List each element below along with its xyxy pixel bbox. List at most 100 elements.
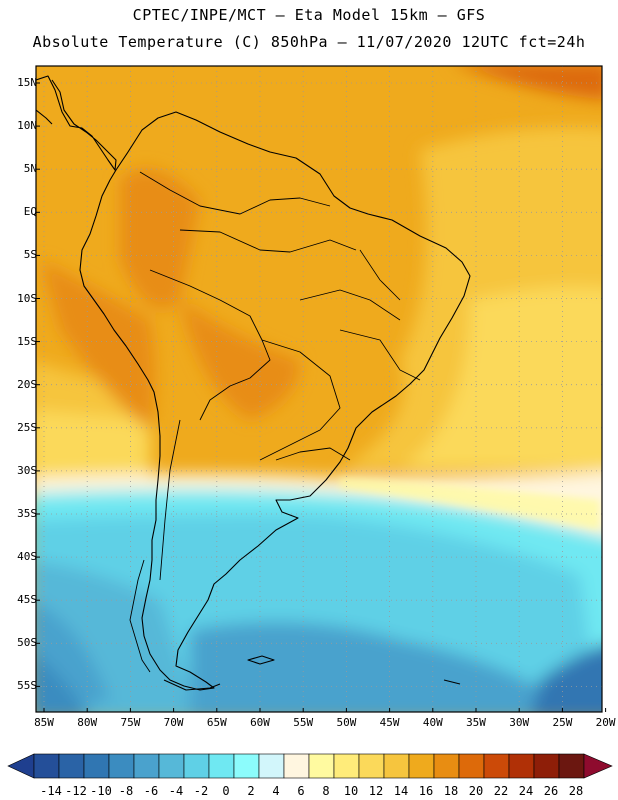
field-band-minus4 (190, 621, 560, 712)
field-band-14 (400, 286, 602, 470)
lat-label: 25S (17, 420, 37, 434)
colorbar-label: 18 (443, 784, 459, 798)
colorbar-swatch (333, 753, 360, 779)
colorbar (7, 753, 613, 779)
lon-label: 85W (34, 716, 54, 729)
colorbar-label: 14 (393, 784, 409, 798)
colorbar-label: -6 (143, 784, 159, 798)
lon-label: 40W (422, 716, 443, 729)
colorbar-label: 0 (222, 784, 230, 798)
border-uruguay (275, 447, 351, 461)
coast-falklands (247, 655, 275, 665)
colorbar-swatch (233, 753, 260, 779)
colorbar-swatch (58, 753, 85, 779)
lat-label: 5N (23, 162, 37, 176)
map-frame (35, 65, 603, 713)
lon-label: 20W (595, 716, 616, 729)
colorbar-swatch (433, 753, 460, 779)
colorbar-swatch (208, 753, 235, 779)
coast-chile-fjords (129, 559, 151, 673)
colorbar-swatch (83, 753, 110, 779)
field-band-minus6 (36, 654, 86, 712)
border-state-1 (299, 289, 401, 321)
field-band-10 (340, 478, 600, 530)
lon-label: 50W (336, 716, 357, 729)
colorbar-label: 10 (343, 784, 359, 798)
colorbar-swatch (458, 753, 485, 779)
colorbar-label: 6 (297, 784, 305, 798)
lat-label: 20S (17, 377, 37, 391)
lat-label: 30S (17, 463, 37, 477)
colorbar-swatch (258, 753, 285, 779)
colorbar-label: -14 (40, 784, 62, 798)
lon-label: 25W (552, 716, 573, 729)
lon-label: 80W (77, 716, 98, 729)
colorbar-label: 24 (518, 784, 534, 798)
lon-label: 65W (206, 716, 227, 729)
lon-label: 70W (163, 716, 184, 729)
lat-label: 55S (17, 679, 37, 693)
colorbar-swatch (533, 753, 560, 779)
colorbar-swatch (108, 753, 135, 779)
colorbar-label: 28 (568, 784, 584, 798)
coast-central-america (36, 75, 117, 171)
colorbar-label: -8 (118, 784, 134, 798)
lat-label: 5S (23, 248, 37, 262)
border-state-3 (359, 249, 401, 301)
border-north (139, 171, 331, 215)
border-state-2 (339, 329, 421, 381)
axis-ticks (36, 82, 607, 712)
field-band-20-andes (120, 168, 200, 309)
colorbar-swatch (483, 753, 510, 779)
lat-label: 15S (17, 334, 37, 348)
lon-label: 30W (509, 716, 530, 729)
lat-label: 15N (17, 76, 37, 89)
lat-label: 40S (17, 550, 37, 564)
field-band-14-pacific (36, 410, 150, 480)
colorbar-label: 12 (368, 784, 384, 798)
colorbar-label: -12 (65, 784, 87, 798)
coast-yucatan (36, 109, 53, 125)
colorbar-swatch (158, 753, 185, 779)
colorbar-swatch (308, 753, 335, 779)
colorbar-over-arrow (583, 753, 613, 779)
colorbar-label: 26 (543, 784, 559, 798)
colorbar-swatch (358, 753, 385, 779)
lat-label: 10S (17, 291, 37, 305)
colorbar-label: 20 (468, 784, 484, 798)
border-brazil-north (179, 229, 357, 253)
border-paraguay (259, 339, 341, 461)
colorbar-under-arrow (7, 753, 35, 779)
coastlines (36, 75, 471, 691)
title-line-1: CPTEC/INPE/MCT – Eta Model 15km – GFS (132, 6, 486, 24)
lon-label: 45W (379, 716, 400, 729)
colorbar-swatch (558, 753, 585, 779)
lon-label: 55W (293, 716, 314, 729)
colorbar-label: -10 (90, 784, 112, 798)
lat-label: 35S (17, 507, 37, 520)
lat-label: 45S (17, 593, 37, 607)
field-band-20-chaco (180, 300, 300, 420)
title-line-2: Absolute Temperature (C) 850hPa – 11/07/… (32, 33, 586, 51)
field-band-20-coast (40, 260, 155, 430)
lat-label: 10N (17, 119, 37, 133)
colorbar-swatch (33, 753, 60, 779)
colorbar-label: 4 (272, 784, 280, 798)
temperature-field (36, 66, 602, 712)
lat-label: 50S (17, 636, 37, 650)
colorbar-label: 8 (322, 784, 330, 798)
colorbar-swatch (383, 753, 410, 779)
colorbar-label: 16 (418, 784, 434, 798)
lon-label: 75W (120, 716, 141, 729)
coast-south-georgia (443, 679, 461, 685)
colorbar-swatch (183, 753, 210, 779)
colorbar-label: -4 (168, 784, 184, 798)
field-band-minus8 (532, 645, 602, 712)
border-chile-argentina (159, 419, 181, 581)
border-andes (149, 269, 271, 421)
colorbar-swatch (283, 753, 310, 779)
lat-label: EQ (23, 205, 37, 219)
coast-south-america (79, 111, 471, 691)
lon-label: 60W (250, 716, 270, 729)
